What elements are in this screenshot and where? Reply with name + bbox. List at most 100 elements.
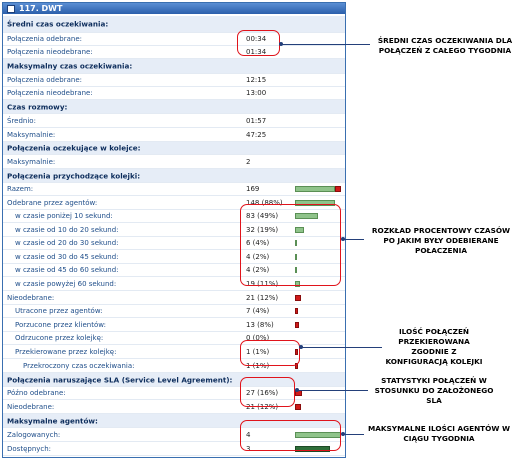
stat-label: Przekierowane przez kolejkę: bbox=[15, 347, 117, 356]
stat-label: w czasie od 20 do 30 sekund: bbox=[15, 239, 119, 247]
section-title: Połączenia przychodzące kolejki: bbox=[7, 171, 141, 180]
leader-line bbox=[344, 434, 364, 435]
stat-row: Połączenia odebrane: 00:34 bbox=[3, 33, 345, 46]
stat-label: Przekroczony czas oczekiwania: bbox=[23, 361, 135, 370]
stat-row: Przekierowane przez kolejkę: 1 (1%) bbox=[3, 345, 345, 359]
stat-value: 3 bbox=[246, 444, 251, 453]
section-header: Połączenia naruszające SLA (Service Leve… bbox=[3, 373, 345, 387]
stat-label: Średnio: bbox=[7, 116, 36, 125]
stat-value: 32 (19%) bbox=[246, 225, 279, 234]
stat-row: Połączenia nieodebrane: 13:00 bbox=[3, 87, 345, 100]
stat-label: w czasie od 45 do 60 sekund: bbox=[15, 266, 119, 274]
stat-bar-fill bbox=[295, 280, 300, 287]
stat-label: Zalogowanych: bbox=[7, 430, 61, 439]
stat-row: Odrzucone przez kolejkę: 0 (0%) bbox=[3, 332, 345, 345]
highlight-sla bbox=[240, 377, 295, 407]
stat-value: 2 bbox=[246, 157, 251, 166]
stat-row: Połączenia nieodebrane: 01:34 bbox=[3, 46, 345, 59]
queue-stats-panel: 117. DWT Średni czas oczekiwania: Połącze… bbox=[2, 2, 346, 458]
stat-label: Połączenia nieodebrane: bbox=[7, 89, 93, 97]
stat-row: Maksymalnie: 2 bbox=[3, 155, 345, 169]
stat-label: Porzucone przez klientów: bbox=[15, 320, 106, 329]
stat-label: Dostępnych: bbox=[7, 444, 52, 453]
stat-row: w czasie powyżej 60 sekund: 19 (11%) bbox=[3, 277, 345, 291]
stat-label: Nieodebrane: bbox=[7, 402, 55, 411]
stat-bar-fill bbox=[295, 226, 304, 233]
stat-value: 12:15 bbox=[246, 76, 267, 84]
leader-line bbox=[302, 347, 382, 348]
stat-bar-rest bbox=[295, 294, 301, 301]
stat-value: 4 bbox=[246, 430, 251, 439]
leader-dot bbox=[299, 345, 303, 349]
note-distribution: ROZKŁAD PROCENTOWY CZASÓW PO JAKIM BYŁY … bbox=[371, 226, 511, 255]
section-header: Maksymalne agentów: bbox=[3, 414, 345, 428]
stat-value: 47:25 bbox=[246, 130, 267, 139]
note-agents: MAKSYMALNE ILOŚCI AGENTÓW W CIĄGU TYGODN… bbox=[367, 424, 510, 443]
stat-row: w czasie od 10 do 20 sekund: 32 (19%) bbox=[3, 223, 345, 237]
section-title: Czas rozmowy: bbox=[7, 102, 68, 111]
highlight-avg-wait bbox=[237, 30, 280, 56]
stat-label: Odebrane przez agentów: bbox=[7, 198, 98, 207]
section-header: Połączenia przychodzące kolejki: bbox=[3, 169, 345, 183]
stat-row: Utracone przez agentów: 7 (4%) bbox=[3, 305, 345, 318]
stat-row: Odebrane przez agentów: 148 (88%) bbox=[3, 196, 345, 210]
stat-value: 169 bbox=[246, 185, 260, 193]
stat-row: Razem: 169 bbox=[3, 183, 345, 196]
stat-value: 19 (11%) bbox=[246, 279, 279, 288]
stat-bar-fill bbox=[295, 186, 335, 192]
stat-label: Połączenia nieodebrane: bbox=[7, 48, 93, 56]
stat-label: Maksymalnie: bbox=[7, 157, 56, 166]
stat-value: 1 (1%) bbox=[246, 347, 270, 356]
stat-label: Maksymalnie: bbox=[7, 130, 56, 139]
stat-value: 27 (16%) bbox=[246, 389, 279, 397]
stat-row: Nieodebrane: 21 (12%) bbox=[3, 291, 345, 305]
stat-value: 6 (4%) bbox=[246, 239, 270, 247]
stat-row: w czasie od 20 do 30 sekund: 6 (4%) bbox=[3, 237, 345, 250]
stat-value: 148 (88%) bbox=[246, 198, 283, 207]
stat-bar-rest bbox=[295, 403, 301, 410]
stat-value: 4 (2%) bbox=[246, 266, 270, 274]
stat-label: Razem: bbox=[7, 185, 34, 193]
panel-title: 117. DWT bbox=[19, 4, 63, 13]
stat-bar-fill bbox=[295, 267, 297, 273]
section-title: Połączenia oczekujące w kolejce: bbox=[7, 143, 141, 153]
highlight-agents bbox=[240, 420, 341, 451]
section-title: Maksymalny czas oczekiwania: bbox=[7, 61, 133, 71]
leader-dot bbox=[295, 388, 299, 392]
highlight-distribution bbox=[240, 204, 341, 286]
stat-value: 13 (8%) bbox=[246, 320, 274, 329]
collapse-toggle-icon[interactable] bbox=[7, 4, 15, 13]
stat-value: 0 (0%) bbox=[246, 334, 270, 342]
stat-bar-fill bbox=[295, 213, 318, 219]
stat-row: Maksymalnie: 47:25 bbox=[3, 128, 345, 142]
section-header: Czas rozmowy: bbox=[3, 100, 345, 114]
stat-value: 01:57 bbox=[246, 116, 267, 125]
section-header: Połączenia oczekujące w kolejce: bbox=[3, 142, 345, 155]
leader-line bbox=[282, 44, 370, 45]
stat-bar-fill bbox=[295, 445, 330, 452]
leader-line bbox=[298, 390, 368, 391]
leader-dot bbox=[341, 432, 345, 436]
stat-label: w czasie od 30 do 45 sekund: bbox=[15, 252, 119, 261]
stat-label: Połączenia odebrane: bbox=[7, 76, 83, 84]
stat-bar-rest bbox=[295, 308, 298, 314]
stat-label: w czasie poniżej 10 sekund: bbox=[15, 212, 113, 220]
leader-dot bbox=[279, 42, 283, 46]
stat-bar-rest bbox=[295, 321, 299, 328]
stat-row: Średnio: 01:57 bbox=[3, 114, 345, 128]
stat-row: Porzucone przez klientów: 13 (8%) bbox=[3, 318, 345, 332]
stat-row: w czasie od 30 do 45 sekund: 4 (2%) bbox=[3, 250, 345, 264]
stat-label: Odrzucone przez kolejkę: bbox=[15, 334, 104, 342]
section-title: Połączenia naruszające SLA (Service Leve… bbox=[7, 375, 233, 384]
stat-row: w czasie poniżej 10 sekund: 83 (49%) bbox=[3, 210, 345, 223]
stat-row: Dostępnych: 3 bbox=[3, 442, 345, 456]
stat-row: w czasie od 45 do 60 sekund: 4 (2%) bbox=[3, 264, 345, 277]
note-redirected: ILOŚĆ POŁĄCZEŃ PRZEKIEROWANA ZGODNIE Z K… bbox=[385, 327, 483, 366]
section-header: Średni czas oczekiwania: bbox=[3, 16, 345, 33]
stat-value: 21 (12%) bbox=[246, 293, 279, 302]
section-header: Maksymalny czas oczekiwania: bbox=[3, 59, 345, 74]
stat-row: Połączenia odebrane: 12:15 bbox=[3, 74, 345, 87]
note-avg-wait: ŚREDNI CZAS OCZEKIWANIA DLA POŁĄCZEŃ Z C… bbox=[377, 36, 513, 55]
stat-label: Późno odebrane: bbox=[7, 389, 66, 397]
leader-line bbox=[344, 239, 364, 240]
